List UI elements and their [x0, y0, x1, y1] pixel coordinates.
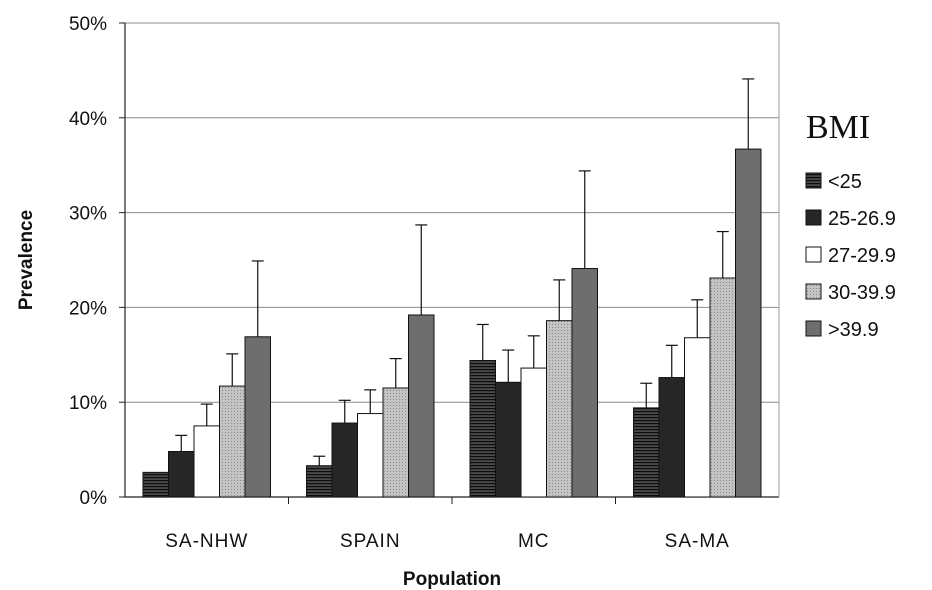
bar [520, 367, 547, 498]
legend-label: <25 [828, 171, 862, 193]
bar [331, 422, 358, 498]
x-axis-title: Population [403, 569, 501, 590]
y-tick-label: 20% [69, 298, 107, 319]
error-bars [175, 78, 755, 466]
legend-label: 25-26.9 [828, 208, 896, 230]
y-tick-label: 40% [69, 109, 107, 130]
bar [142, 471, 169, 498]
y-tick-label: 30% [69, 204, 107, 225]
y-tick-label: 50% [69, 14, 107, 35]
legend: BMI <25 25-26.9 27-29.9 30-39.9 >39.9 [805, 109, 896, 341]
legend-label: 30-39.9 [828, 282, 896, 304]
bars [142, 148, 762, 498]
legend-swatch [805, 172, 822, 189]
legend-label: 27-29.9 [828, 245, 896, 267]
bar [735, 148, 762, 498]
bar [244, 336, 271, 498]
bar [684, 337, 711, 498]
bar [408, 314, 435, 498]
bar [709, 277, 736, 498]
legend-label: >39.9 [828, 319, 879, 341]
y-tick-label: 0% [80, 488, 108, 509]
legend-swatch [805, 283, 822, 300]
x-tick-label: SPAIN [340, 531, 401, 552]
gridlines [125, 22, 779, 403]
bar [469, 359, 496, 498]
bar [193, 425, 220, 498]
legend-title: BMI [806, 109, 870, 146]
bar [571, 268, 598, 498]
tick-labels: 0% 10% 20% 30% 40% 50% SA-NHW SPAIN MC SA-MA [69, 14, 730, 552]
x-tick-label: SA-MA [665, 531, 730, 552]
bar [658, 377, 685, 498]
y-axis-title: Prevalence [16, 210, 37, 310]
bar [633, 407, 660, 498]
bar [168, 450, 195, 498]
y-tick-label: 10% [69, 393, 107, 414]
legend-swatch [805, 320, 822, 337]
x-tick-label: SA-NHW [165, 531, 248, 552]
bar [546, 320, 573, 498]
bar [219, 385, 246, 498]
legend-swatch [805, 246, 822, 263]
bar [357, 413, 384, 498]
legend-swatch [805, 209, 822, 226]
bar [382, 387, 409, 498]
bar [495, 381, 522, 498]
x-tick-label: MC [518, 531, 550, 552]
bar [306, 465, 333, 498]
